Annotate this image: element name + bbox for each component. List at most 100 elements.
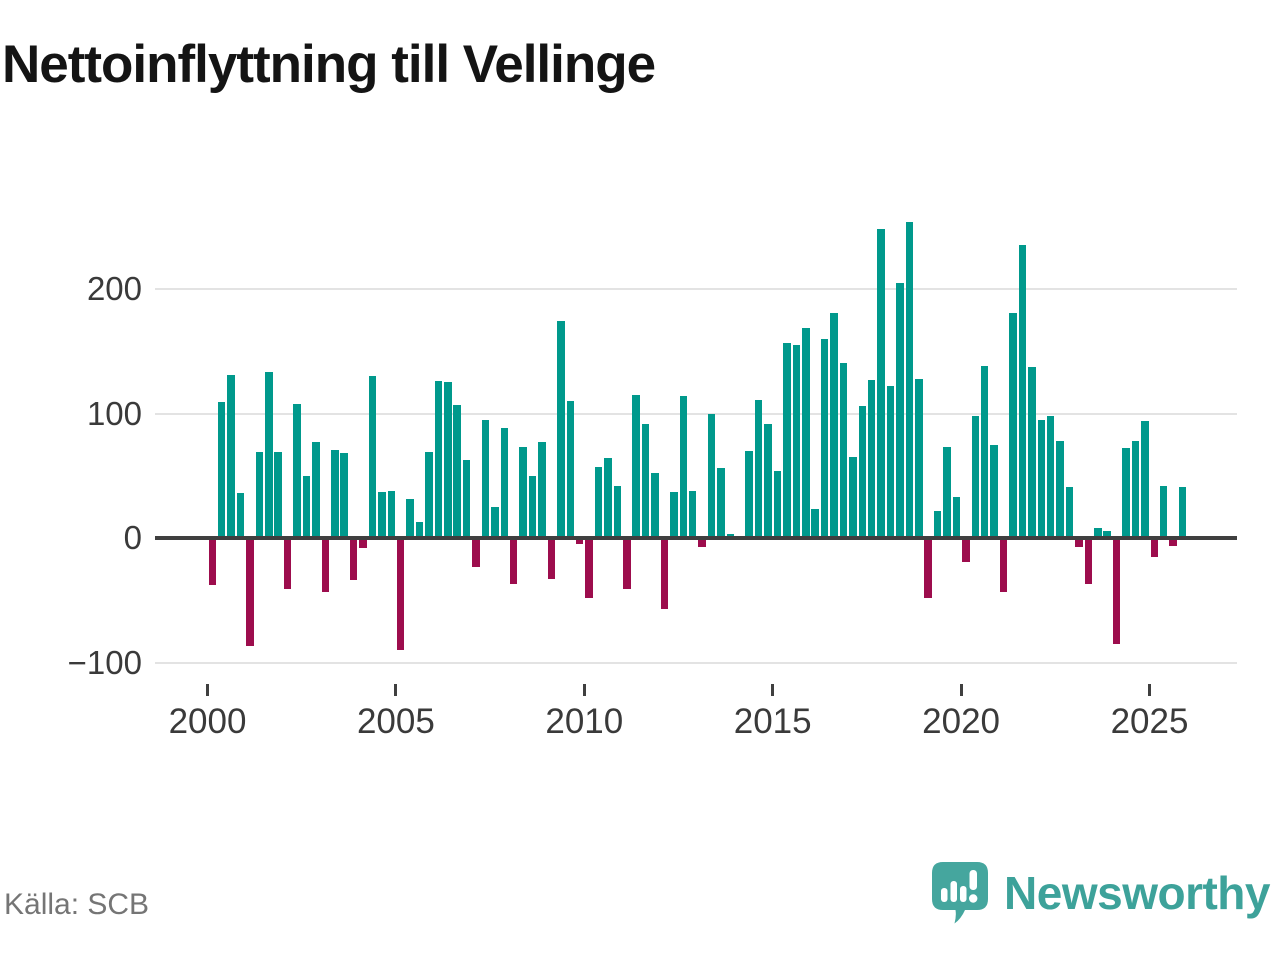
bar-2005-Q1 [396, 538, 405, 651]
bar-2020-Q1 [962, 538, 970, 562]
bar-2023-Q3 [1094, 528, 1102, 538]
bar-2019-Q1 [924, 538, 932, 598]
bar-2009-Q2 [557, 321, 565, 538]
gridline [155, 288, 1237, 290]
bar-2009-Q3 [566, 401, 575, 538]
bar-2005-Q2 [406, 499, 414, 538]
brand-wordmark: Newsworthy [1004, 867, 1270, 919]
bar-2000-Q4 [236, 493, 245, 538]
bar-2017-Q4 [877, 229, 885, 538]
bar-2023-Q1 [1075, 538, 1083, 547]
bar-2007-Q4 [500, 428, 509, 538]
page-title: Nettoinflyttning till Vellinge [2, 35, 656, 94]
bar-2019-Q4 [952, 496, 961, 538]
bar-2014-Q2 [745, 450, 753, 538]
bar-chart-speech-bubble-icon [930, 860, 990, 926]
bar-2003-Q1 [321, 538, 330, 592]
bar-2006-Q3 [453, 404, 461, 538]
bar-2011-Q3 [641, 423, 650, 538]
bar-2024-Q3 [1131, 440, 1140, 538]
bar-2004-Q3 [378, 491, 386, 538]
bar-2003-Q3 [340, 453, 348, 538]
x-tick-label: 2005 [356, 702, 435, 741]
bar-2004-Q4 [387, 490, 396, 538]
bar-2001-Q4 [274, 452, 282, 538]
bar-2016-Q2 [820, 338, 829, 538]
bar-2024-Q4 [1141, 421, 1149, 538]
bar-2016-Q3 [830, 312, 838, 538]
bar-2007-Q1 [472, 538, 480, 567]
bar-2015-Q3 [792, 345, 801, 538]
x-tick-mark [771, 684, 775, 696]
bar-2010-Q2 [594, 467, 603, 538]
gridline [155, 412, 1237, 415]
x-tick-mark [1148, 684, 1151, 696]
bar-2020-Q4 [990, 444, 998, 538]
bar-2008-Q3 [528, 475, 537, 539]
bar-2004-Q2 [368, 376, 377, 538]
bar-2009-Q1 [547, 538, 556, 580]
bar-2012-Q3 [679, 396, 688, 538]
bar-2018-Q3 [905, 221, 914, 538]
bar-2008-Q2 [519, 447, 527, 538]
bar-2019-Q2 [933, 510, 942, 538]
bar-2025-Q2 [1159, 485, 1168, 538]
bar-2002-Q1 [283, 538, 292, 589]
x-tick-label: 2025 [1110, 702, 1189, 741]
bar-2010-Q1 [585, 538, 593, 598]
bar-2001-Q1 [246, 538, 254, 647]
bar-2008-Q1 [509, 538, 518, 585]
bar-2012-Q4 [688, 490, 697, 538]
bar-2013-Q3 [717, 468, 725, 538]
bar-2006-Q2 [444, 382, 452, 538]
x-tick-label: 2000 [168, 702, 247, 741]
y-tick-label: 0 [123, 519, 142, 556]
bar-2015-Q2 [783, 342, 791, 538]
bar-2014-Q4 [764, 423, 772, 538]
bar-2010-Q3 [604, 458, 612, 538]
bar-2007-Q2 [481, 419, 490, 538]
bar-2022-Q1 [1037, 419, 1046, 538]
bar-2009-Q4 [575, 538, 584, 545]
bar-2024-Q1 [1112, 538, 1121, 644]
bar-2017-Q3 [867, 379, 876, 538]
newsworthy-brand: Newsworthy [930, 858, 1270, 928]
zero-axis-line [155, 536, 1237, 540]
bar-2018-Q1 [886, 386, 895, 538]
y-tick-label: 100 [86, 394, 142, 432]
x-tick-mark [206, 684, 209, 696]
bar-2012-Q1 [660, 538, 669, 609]
bar-2021-Q4 [1028, 367, 1036, 538]
bar-2000-Q2 [217, 402, 226, 538]
bar-2021-Q1 [999, 538, 1008, 592]
x-tick-label: 2015 [733, 702, 812, 741]
bar-2010-Q4 [613, 485, 622, 538]
bar-2021-Q3 [1018, 245, 1027, 538]
gridline [155, 661, 1237, 664]
bar-2016-Q1 [811, 509, 819, 538]
bar-2001-Q2 [255, 452, 264, 538]
bar-2022-Q3 [1056, 440, 1064, 538]
bar-2001-Q3 [265, 372, 273, 538]
x-tick-label: 2010 [545, 702, 624, 741]
x-tick-mark [394, 684, 398, 696]
bar-2024-Q2 [1122, 448, 1130, 538]
bar-2018-Q2 [896, 282, 904, 538]
bar-2008-Q4 [538, 442, 546, 538]
bar-2017-Q1 [849, 457, 857, 538]
bar-2015-Q4 [802, 327, 810, 538]
bar-2025-Q1 [1150, 538, 1159, 557]
x-tick-mark [582, 684, 586, 696]
bar-2000-Q3 [227, 374, 235, 538]
bar-2012-Q2 [670, 491, 678, 538]
bar-2025-Q4 [1178, 487, 1187, 538]
plot-area [155, 210, 1237, 682]
bar-2007-Q3 [491, 506, 499, 538]
bar-2015-Q1 [773, 470, 782, 538]
bar-2020-Q2 [971, 416, 980, 538]
bar-2016-Q4 [839, 362, 848, 538]
bar-2004-Q1 [359, 538, 367, 548]
bar-2002-Q3 [302, 475, 311, 539]
